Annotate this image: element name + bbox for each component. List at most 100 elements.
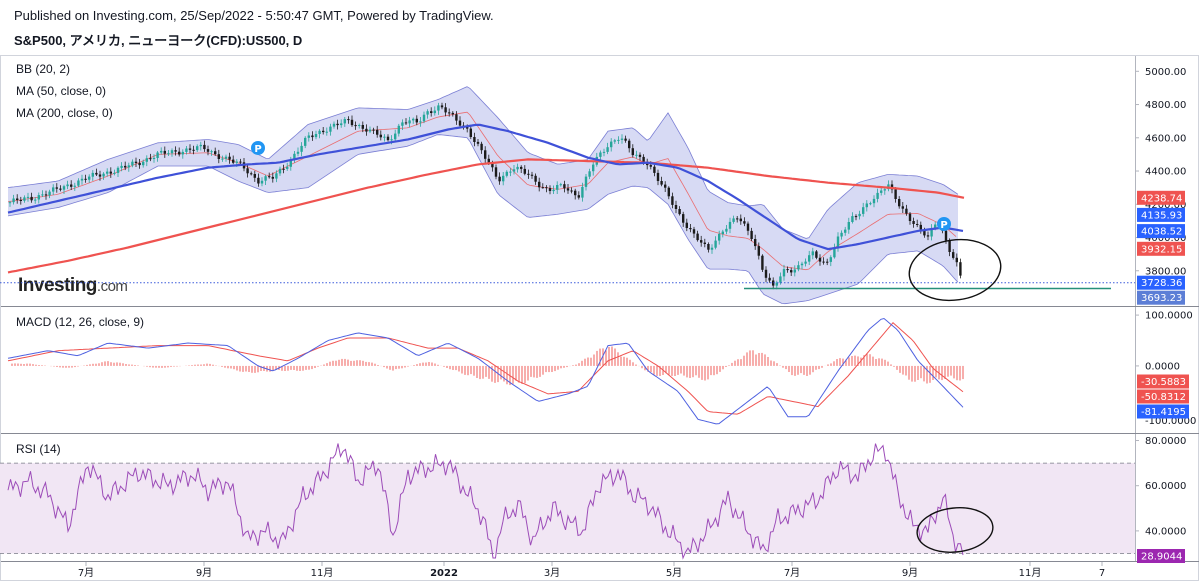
candle-body	[62, 186, 66, 190]
candle-body	[754, 239, 757, 247]
time-axis-label: 7月	[78, 567, 94, 579]
bollinger-fill	[8, 86, 958, 304]
price-badge-bg	[1137, 190, 1185, 205]
bollinger-upper-line	[7, 86, 959, 239]
candle-body	[430, 111, 433, 113]
candle-body	[332, 123, 336, 127]
price-axis-label: 4800.00	[1145, 100, 1186, 111]
candle-body	[667, 187, 670, 197]
candle-body	[80, 178, 84, 181]
candle-body	[275, 173, 278, 179]
time-axis-label: 11月	[1019, 567, 1042, 579]
candle-body	[534, 175, 537, 182]
pivot-marker-p2[interactable]: P	[937, 217, 951, 231]
price-badge-text: 4038.52	[1141, 227, 1182, 238]
rsi-band-group	[0, 462, 1135, 554]
candle-body	[491, 163, 494, 168]
candle-body	[606, 147, 609, 152]
candle-body	[818, 257, 822, 262]
published-caption: Published on Investing.com, 25/Sep/2022 …	[14, 8, 494, 23]
candle-body	[448, 112, 451, 114]
candle-body	[898, 199, 901, 207]
candle-body	[73, 185, 76, 187]
candle-body	[894, 189, 897, 199]
candle-body	[235, 161, 238, 163]
candle-body	[617, 139, 620, 141]
candle-body	[570, 190, 573, 192]
candle-body	[77, 180, 80, 186]
pivot-marker-p1-label: P	[254, 144, 261, 155]
candle-body	[167, 153, 170, 155]
rsi-line	[7, 443, 964, 560]
candle-body	[358, 125, 361, 126]
annotation-circle-price	[908, 238, 1002, 302]
candle-body	[66, 184, 69, 187]
candle-body	[271, 176, 274, 179]
candle-body	[786, 269, 789, 271]
time-axis-label: 11月	[311, 567, 334, 579]
candle-body	[368, 129, 372, 132]
candle-body	[386, 136, 390, 141]
candle-body	[343, 119, 346, 124]
candle-body	[37, 195, 40, 200]
candle-body	[286, 166, 289, 169]
pivot-marker-p1[interactable]: P	[251, 141, 265, 155]
candle-body	[487, 158, 490, 163]
indicator-label-rsi[interactable]: RSI (14)	[16, 442, 61, 456]
time-axis-label: 5月	[666, 567, 682, 579]
candle-body	[26, 196, 30, 198]
candle-body	[394, 133, 397, 140]
candle-body	[736, 218, 739, 220]
candle-body	[134, 161, 138, 163]
macd-line	[7, 317, 964, 425]
candle-body	[642, 156, 645, 163]
candle-body	[160, 150, 163, 153]
candle-body	[764, 269, 768, 278]
candle-body	[865, 203, 868, 208]
candle-body	[556, 185, 559, 190]
time-axis-label: 9月	[902, 567, 918, 579]
candle-body	[808, 255, 811, 262]
indicator-label-bb[interactable]: BB (20, 2)	[16, 62, 71, 76]
candle-body	[131, 161, 134, 166]
candle-body	[588, 171, 591, 177]
chart-frame	[0, 55, 1199, 581]
logo-main: Investing	[18, 275, 97, 296]
candle-body	[779, 276, 782, 283]
candle-body	[289, 159, 292, 167]
candle-body	[30, 196, 33, 201]
candle-body	[797, 265, 800, 270]
candle-body	[383, 136, 386, 138]
rsi-band-fill	[0, 463, 1135, 554]
candle-body	[329, 126, 332, 132]
candle-body	[426, 111, 429, 115]
price-axis-label: 4400.00	[1145, 167, 1186, 178]
candle-body	[656, 172, 660, 181]
candle-body	[682, 214, 685, 223]
candle-body	[772, 280, 775, 286]
candle-body	[214, 151, 217, 155]
rsi-badge-bg	[1137, 549, 1185, 563]
candle-body	[314, 134, 318, 138]
candle-body	[84, 178, 87, 180]
candle-body	[98, 174, 102, 177]
indicator-label-ma50[interactable]: MA (50, close, 0)	[16, 84, 107, 98]
candle-body	[872, 198, 876, 204]
candle-body	[505, 171, 508, 176]
symbol-title: S&P500, アメリカ, ニューヨーク(CFD):US500, D	[14, 33, 303, 48]
indicator-label-macd[interactable]: MACD (12, 26, close, 9)	[16, 315, 145, 329]
candle-body	[361, 125, 364, 129]
candle-body	[577, 195, 580, 198]
candle-body	[829, 257, 832, 262]
candle-body	[210, 151, 213, 153]
candle-body	[685, 222, 688, 228]
rsi-axis-label: 80.0000	[1145, 436, 1186, 447]
candle-body	[257, 177, 260, 184]
price-badge-bg	[1137, 275, 1185, 290]
candle-body	[851, 216, 854, 222]
candle-body	[559, 184, 562, 186]
candle-body	[437, 105, 440, 111]
indicator-label-ma200[interactable]: MA (200, close, 0)	[16, 106, 113, 120]
candle-body	[725, 228, 728, 232]
